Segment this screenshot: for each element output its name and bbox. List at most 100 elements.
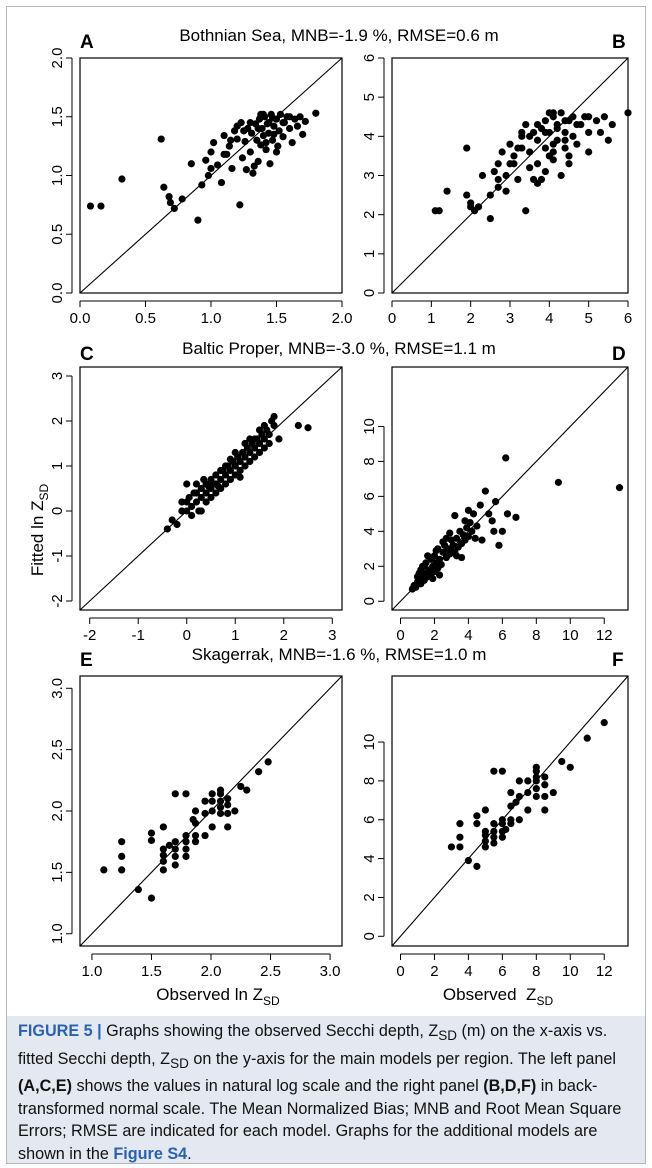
panel-letter-D: D <box>612 344 626 365</box>
data-point-A-16 <box>213 161 222 169</box>
data-point-E-29 <box>201 797 209 805</box>
data-point-E-45 <box>243 786 251 794</box>
data-point-C-77 <box>236 473 244 481</box>
data-point-D-56 <box>502 454 510 462</box>
data-point-E-44 <box>237 782 245 791</box>
data-point-E-20 <box>182 838 190 846</box>
data-point-B-12 <box>490 167 498 176</box>
y-tick-label-D-0: 0 <box>361 597 378 605</box>
data-point-B-75 <box>494 175 502 184</box>
data-point-B-29 <box>533 160 542 168</box>
panel-F: F 0 2 4 6 8 10 12 0 2 4 6 8 10 <box>361 650 629 980</box>
data-point-F-45 <box>566 763 574 771</box>
data-point-E-36 <box>216 797 225 805</box>
data-point-B-34 <box>541 167 550 176</box>
data-point-E-47 <box>264 758 272 766</box>
data-point-C-0 <box>163 525 171 533</box>
data-point-B-24 <box>522 207 530 215</box>
x-tick-label-B-0: 0 <box>388 310 396 327</box>
data-point-D-35 <box>452 534 461 542</box>
data-point-D-55 <box>498 527 506 535</box>
x-tick-label-D-4: 8 <box>532 627 540 644</box>
data-point-B-71 <box>585 113 593 121</box>
caption-panels-right: (B,D,F) <box>483 1077 537 1096</box>
caption-sub-1: SD <box>438 1028 457 1044</box>
data-point-E-49 <box>189 815 197 824</box>
x-tick-label-B-5: 5 <box>584 310 592 327</box>
data-point-B-1 <box>435 207 443 215</box>
data-point-B-67 <box>526 132 534 140</box>
data-point-A-67 <box>240 127 248 135</box>
data-point-F-30 <box>524 806 532 814</box>
x-tick-label-F-1: 2 <box>430 963 438 980</box>
data-point-E-17 <box>171 790 179 798</box>
data-point-D-72 <box>420 562 428 570</box>
data-point-F-11 <box>481 827 489 835</box>
plot-frame-A <box>79 57 343 294</box>
data-point-D-70 <box>471 534 479 542</box>
data-point-B-30 <box>533 136 542 144</box>
data-point-F-40 <box>541 792 549 801</box>
x-tick-label-B-1: 1 <box>427 310 435 327</box>
data-point-B-2 <box>443 187 451 195</box>
data-point-A-72 <box>250 162 258 170</box>
data-point-A-54 <box>286 124 294 133</box>
y-tick-label-A-2: 1.0 <box>49 165 66 186</box>
data-point-E-1 <box>118 838 126 846</box>
data-point-C-31 <box>226 475 235 484</box>
data-point-F-15 <box>490 827 498 835</box>
data-point-F-24 <box>507 816 515 824</box>
caption-text-6: . <box>187 1144 192 1163</box>
y-tick-label-F-4: 8 <box>361 777 378 785</box>
panel-letter-A: A <box>80 32 94 53</box>
x-tick-label-D-5: 10 <box>562 627 579 644</box>
data-point-C-20 <box>207 493 215 502</box>
data-point-C-34 <box>231 462 239 470</box>
data-point-B-13 <box>494 183 502 191</box>
data-point-C-28 <box>221 471 230 479</box>
data-point-A-0 <box>86 202 95 210</box>
data-point-B-4 <box>463 191 471 199</box>
data-point-E-18 <box>182 852 190 861</box>
figure-s4-link[interactable]: Figure S4 <box>113 1144 188 1163</box>
data-point-E-40 <box>224 809 232 818</box>
data-point-B-11 <box>486 191 494 199</box>
data-point-F-6 <box>473 812 481 820</box>
data-point-D-25 <box>437 560 445 569</box>
data-point-B-72 <box>537 175 546 184</box>
y-tick-label-D-4: 8 <box>361 457 378 465</box>
data-point-B-8 <box>474 203 483 211</box>
plot-frame-E <box>79 675 343 947</box>
data-point-A-60 <box>301 117 309 126</box>
data-point-A-4 <box>160 183 168 191</box>
x-tick-label-A-0: 0.0 <box>70 310 91 327</box>
x-tick-label-E-1: 1.5 <box>141 963 162 980</box>
data-point-A-26 <box>238 154 247 162</box>
data-point-A-49 <box>275 127 283 135</box>
data-point-E-33 <box>208 790 216 798</box>
data-point-B-49 <box>569 132 577 140</box>
data-point-E-13 <box>171 861 179 869</box>
y-tick-label-C-0: -2 <box>49 594 66 607</box>
data-point-A-13 <box>204 171 212 180</box>
data-point-A-48 <box>274 142 282 150</box>
data-point-A-17 <box>217 178 226 187</box>
plot-frame-D <box>391 366 629 611</box>
x-tick-label-E-4: 3.0 <box>320 963 341 980</box>
data-point-C-8 <box>187 502 196 511</box>
data-point-C-13 <box>197 493 205 502</box>
data-point-D-53 <box>491 498 500 506</box>
row1-title: Bothnian Sea, MNB=-1.9 %, RMSE=0.6 m <box>179 26 498 45</box>
data-point-A-27 <box>241 137 249 146</box>
caption-text-5: in back-transformed normal scale. The Me… <box>18 1077 622 1163</box>
data-point-E-19 <box>182 845 190 853</box>
data-point-C-7 <box>187 511 196 520</box>
data-point-B-44 <box>557 109 565 117</box>
x-tick-label-A-3: 1.5 <box>266 310 287 327</box>
data-point-C-46 <box>251 453 259 461</box>
data-point-B-66 <box>533 120 542 129</box>
x-tick-label-C-0: -2 <box>83 627 96 644</box>
data-point-F-14 <box>490 833 498 841</box>
data-point-E-24 <box>191 831 200 840</box>
x-tick-label-D-1: 2 <box>430 627 438 644</box>
